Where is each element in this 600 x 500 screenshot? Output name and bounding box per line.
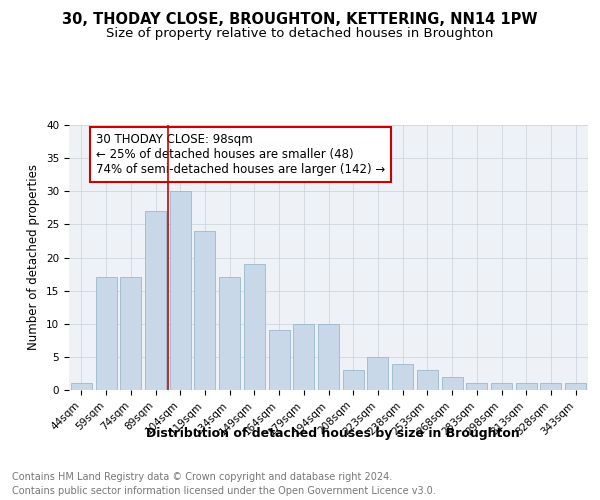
Bar — [343, 370, 364, 390]
Bar — [95, 278, 116, 390]
Text: 30, THODAY CLOSE, BROUGHTON, KETTERING, NN14 1PW: 30, THODAY CLOSE, BROUGHTON, KETTERING, … — [62, 12, 538, 28]
Bar — [392, 364, 413, 390]
Bar — [442, 377, 463, 390]
Bar — [120, 278, 141, 390]
Text: 30 THODAY CLOSE: 98sqm
← 25% of detached houses are smaller (48)
74% of semi-det: 30 THODAY CLOSE: 98sqm ← 25% of detached… — [95, 133, 385, 176]
Bar — [244, 264, 265, 390]
Bar — [367, 357, 388, 390]
Bar — [194, 231, 215, 390]
Bar — [565, 384, 586, 390]
Bar — [516, 384, 537, 390]
Bar — [293, 324, 314, 390]
Text: Size of property relative to detached houses in Broughton: Size of property relative to detached ho… — [106, 28, 494, 40]
Bar — [466, 384, 487, 390]
Text: Contains HM Land Registry data © Crown copyright and database right 2024.: Contains HM Land Registry data © Crown c… — [12, 472, 392, 482]
Bar — [491, 384, 512, 390]
Bar — [219, 278, 240, 390]
Bar — [318, 324, 339, 390]
Text: Contains public sector information licensed under the Open Government Licence v3: Contains public sector information licen… — [12, 486, 436, 496]
Bar — [170, 191, 191, 390]
Bar — [145, 211, 166, 390]
Bar — [417, 370, 438, 390]
Y-axis label: Number of detached properties: Number of detached properties — [28, 164, 40, 350]
Bar — [269, 330, 290, 390]
Bar — [71, 384, 92, 390]
Bar — [541, 384, 562, 390]
Text: Distribution of detached houses by size in Broughton: Distribution of detached houses by size … — [146, 428, 520, 440]
